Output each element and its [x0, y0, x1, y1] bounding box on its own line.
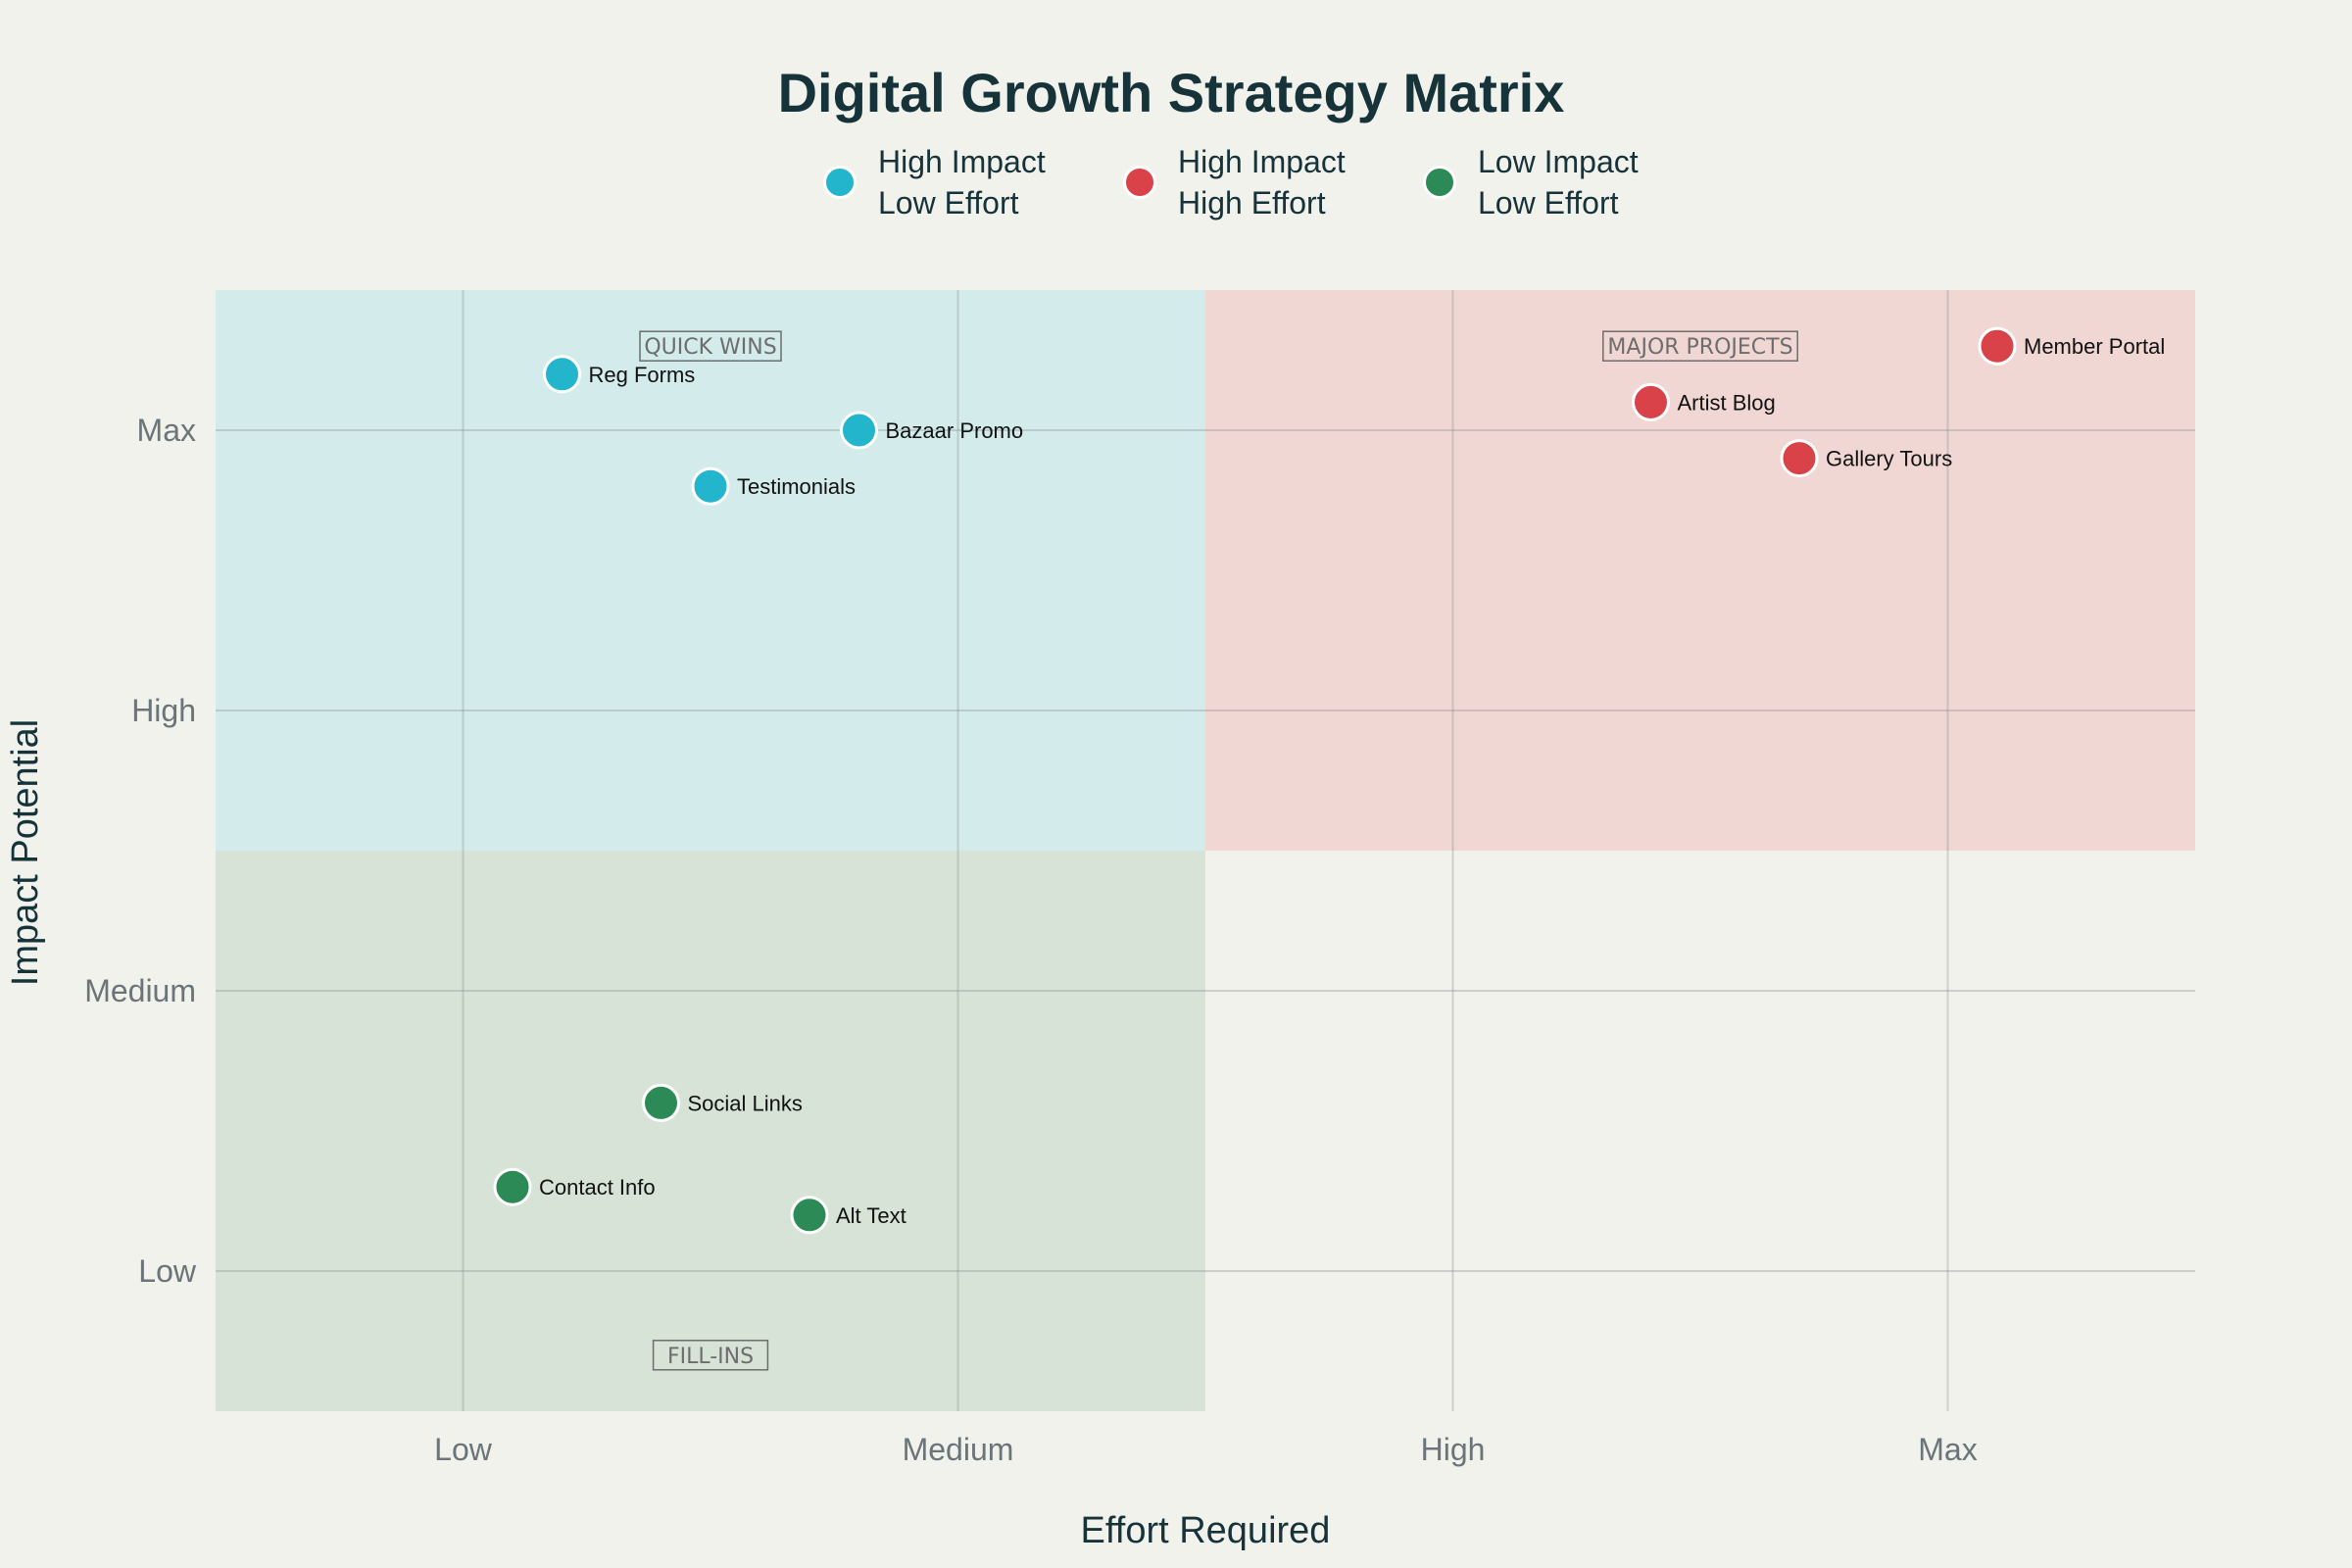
- quadrant-bg-0: [216, 290, 1205, 851]
- quadrant-label-box: [639, 330, 782, 362]
- quadrant-label: FILL-INS: [652, 1340, 769, 1371]
- data-points: Reg Forms Bazaar Promo Testimonials Member …: [493, 326, 2165, 1235]
- point-label: Testimonials: [737, 474, 856, 499]
- legend-item-high-impact-high-effort[interactable]: High Impact High Effort: [1123, 141, 1384, 223]
- x-tick-label: Medium: [903, 1432, 1014, 1467]
- point-marker[interactable]: [543, 355, 581, 394]
- point-label: Bazaar Promo: [886, 418, 1024, 443]
- data-point[interactable]: Alt Text: [790, 1196, 906, 1235]
- quadrant-label-text: FILL-INS: [667, 1345, 754, 1369]
- legend-label: Low Impact Low Effort: [1478, 144, 1639, 220]
- point-label: Gallery Tours: [1826, 447, 1952, 471]
- legend-item-low-impact-low-effort[interactable]: Low Impact Low Effort: [1423, 141, 1684, 223]
- x-tick-label: Low: [434, 1432, 493, 1467]
- point-marker[interactable]: [642, 1083, 680, 1122]
- x-axis-title: Effort Required: [1081, 1510, 1331, 1551]
- axis-ticks: Low Medium High Max Low Medium High Max: [84, 413, 1978, 1467]
- point-label: Artist Blog: [1678, 390, 1776, 415]
- data-point[interactable]: Contact Info: [493, 1167, 656, 1206]
- point-marker[interactable]: [691, 466, 730, 506]
- point-marker[interactable]: [1632, 382, 1670, 421]
- legend-label: High Impact High Effort: [1178, 144, 1346, 220]
- quadrant-label: MAJOR PROJECTS: [1602, 330, 1798, 362]
- data-point[interactable]: Reg Forms: [543, 355, 696, 394]
- quadrant-label-text: MAJOR PROJECTS: [1607, 335, 1792, 360]
- legend-marker-icon: [1423, 166, 1456, 199]
- quadrant-label: QUICK WINS: [639, 330, 782, 362]
- y-tick-label: High: [131, 693, 196, 728]
- quadrant-label-box: [1602, 330, 1798, 362]
- data-point[interactable]: Bazaar Promo: [840, 411, 1024, 450]
- grid-lines: [216, 290, 2195, 1411]
- data-point[interactable]: Testimonials: [691, 466, 856, 506]
- point-label: Social Links: [688, 1091, 803, 1115]
- legend-label: High Impact Low Effort: [878, 144, 1046, 220]
- x-tick-label: Max: [1918, 1432, 1977, 1467]
- y-tick-label: Medium: [84, 973, 196, 1008]
- legend-marker-icon: [823, 166, 857, 199]
- point-label: Contact Info: [539, 1175, 656, 1200]
- data-point[interactable]: Gallery Tours: [1780, 439, 1952, 478]
- data-point[interactable]: Social Links: [642, 1083, 803, 1122]
- legend: High Impact Low Effort High Impact High Ef…: [823, 141, 1684, 223]
- y-tick-label: Max: [137, 413, 196, 448]
- y-tick-label: Low: [138, 1253, 197, 1289]
- quadrant-label-text: QUICK WINS: [644, 335, 776, 360]
- point-marker[interactable]: [493, 1167, 532, 1206]
- point-marker[interactable]: [1780, 439, 1819, 478]
- quadrant-bg-1: [1205, 290, 2195, 851]
- quadrant-backgrounds: [216, 290, 2195, 1411]
- point-marker[interactable]: [1978, 326, 2017, 366]
- data-point[interactable]: Artist Blog: [1632, 382, 1776, 421]
- data-point[interactable]: Member Portal: [1978, 326, 2165, 366]
- legend-item-high-impact-low-effort[interactable]: High Impact Low Effort: [823, 141, 1084, 223]
- quadrant-label-box: [652, 1340, 769, 1371]
- quadrant-labels: QUICK WINS MAJOR PROJECTS FILL-INS: [639, 330, 1798, 1371]
- point-marker[interactable]: [790, 1196, 829, 1235]
- point-label: Reg Forms: [589, 363, 696, 387]
- point-label: Member Portal: [2024, 334, 2165, 359]
- y-axis-title: Impact Potential: [5, 719, 46, 986]
- x-tick-label: High: [1421, 1432, 1486, 1467]
- chart-title: Digital Growth Strategy Matrix: [777, 62, 1565, 123]
- point-marker[interactable]: [840, 411, 878, 450]
- legend-marker-icon: [1123, 166, 1156, 199]
- point-label: Alt Text: [836, 1203, 906, 1228]
- quadrant-bg-2: [216, 851, 1205, 1411]
